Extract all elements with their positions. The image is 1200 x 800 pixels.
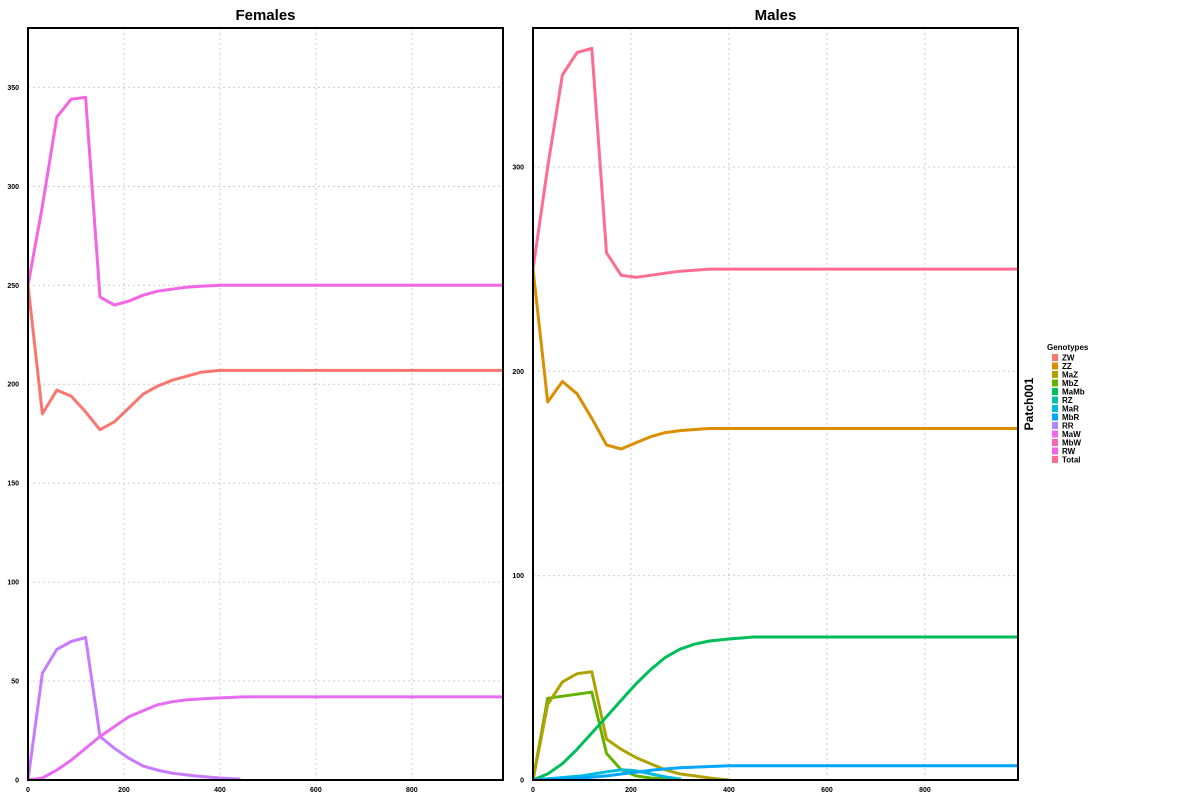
females-series-line [28, 95, 503, 307]
males-x-tick-label: 600 [821, 787, 833, 794]
legend-label: MaMb [1062, 388, 1085, 397]
males-y-tick-label: 0 [520, 778, 524, 785]
legend-key [1052, 388, 1058, 395]
females-y-tick-label: 0 [15, 778, 19, 785]
legend-label: MaZ [1062, 371, 1078, 380]
females-y-tick-label: 100 [7, 580, 19, 587]
legend-label: Total [1062, 456, 1081, 465]
males-series-line [533, 46, 1018, 279]
females-x-tick-label: 400 [214, 787, 226, 794]
females-x-tick-label: 0 [26, 787, 30, 794]
legend-label: RR [1062, 422, 1074, 431]
legend-key [1052, 447, 1058, 455]
legend-key [1052, 430, 1058, 438]
legend-key [1052, 362, 1058, 370]
females-panel: Females 0 200 400 600 800 0 50 100 150 200 250 300 35… [7, 7, 504, 794]
males-x-tick-label: 0 [531, 787, 535, 794]
females-series-line [28, 636, 241, 780]
legend-key [1052, 354, 1058, 361]
females-x-tick-label: 800 [406, 787, 418, 794]
legend-label: MbZ [1062, 379, 1079, 388]
males-plot-frame [532, 27, 1019, 781]
males-series-line [533, 267, 1018, 451]
males-y-tick-label: 100 [512, 573, 524, 580]
males-series-group [533, 46, 1018, 780]
females-y-tick-label: 150 [7, 481, 19, 488]
females-series-group [28, 95, 503, 780]
legend-label: MaW [1062, 430, 1081, 439]
legend: Genotypes ZWZZMaZMbZMaMbRZMaRMbRRRMaWMbWR… [1047, 343, 1089, 465]
legend-key [1052, 379, 1058, 387]
males-y-tick-label: 300 [512, 164, 524, 171]
strip-label: Patch001 [1022, 377, 1036, 430]
legend-label: MbR [1062, 413, 1080, 422]
females-y-tick-label: 200 [7, 382, 19, 389]
legend-key [1052, 396, 1058, 404]
legend-label: ZW [1062, 354, 1075, 363]
females-plot-frame [27, 27, 504, 781]
females-x-tick-label: 600 [310, 787, 322, 794]
legend-label: RW [1062, 447, 1076, 456]
legend-label: MbW [1062, 439, 1082, 448]
males-series-line [533, 670, 731, 780]
females-y-tick-label: 250 [7, 283, 19, 290]
males-x-tick-label: 800 [919, 787, 931, 794]
females-x-tick-label: 200 [118, 787, 130, 794]
females-title: Females [235, 7, 295, 24]
legend-label: MaR [1062, 405, 1079, 414]
males-title: Males [755, 7, 797, 24]
females-y-tick-label: 300 [7, 184, 19, 191]
legend-key [1052, 371, 1058, 378]
males-series-line [533, 690, 682, 780]
females-y-tick-label: 350 [7, 85, 19, 92]
legend-key [1052, 405, 1058, 412]
legend-key [1052, 439, 1058, 446]
males-y-tick-label: 200 [512, 369, 524, 376]
males-series-line [533, 635, 1018, 780]
males-x-tick-label: 400 [723, 787, 735, 794]
legend-label: ZZ [1062, 362, 1072, 371]
legend-label: RZ [1062, 396, 1073, 405]
males-series-line [533, 764, 1018, 780]
legend-key [1052, 422, 1058, 429]
legend-title: Genotypes [1047, 343, 1089, 352]
males-panel: Males 0 200 400 600 800 0 100 200 300 [512, 7, 1019, 794]
legend-key [1052, 456, 1058, 463]
legend-key [1052, 413, 1058, 421]
males-x-tick-label: 200 [625, 787, 637, 794]
females-series-line [28, 283, 503, 432]
females-series-line [28, 695, 503, 780]
females-y-tick-label: 50 [11, 679, 19, 686]
